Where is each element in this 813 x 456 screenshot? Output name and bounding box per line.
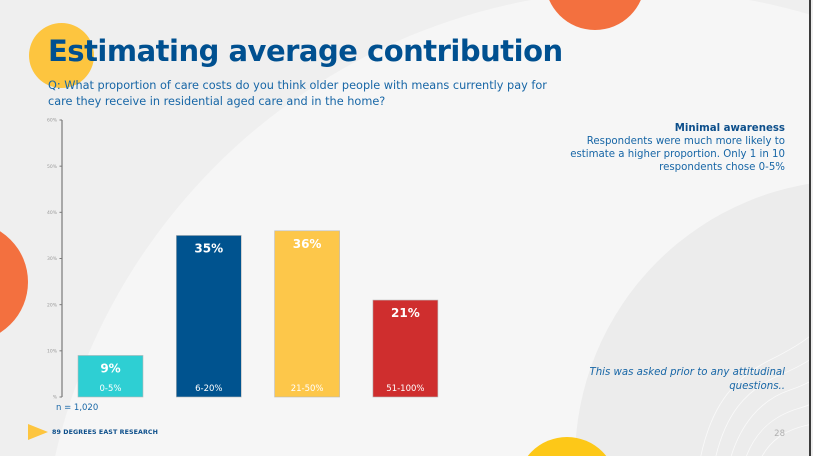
bar-value-label: 9% <box>100 361 120 375</box>
bar-value-label: 35% <box>194 241 223 255</box>
insight-title: Minimal awareness <box>674 123 785 134</box>
bar <box>176 235 242 398</box>
y-tick-label: 30% <box>47 256 58 262</box>
contour-pattern-decoration <box>700 334 811 456</box>
bar-value-label: 36% <box>293 237 322 251</box>
bar-group: 36% 21-50% <box>274 230 340 398</box>
brand-name: 89 DEGREES EAST RESEARCH <box>52 428 159 436</box>
y-axis: % 10% 20% 30% 40% 50% 60% <box>47 118 63 401</box>
bar-value-label: 21% <box>391 306 420 320</box>
y-tick-label: 20% <box>47 302 58 308</box>
decorative-yellow-circle <box>29 23 94 88</box>
brand: 89 DEGREES EAST RESEARCH <box>28 424 158 440</box>
footnote: This was asked prior to any attitudinal … <box>589 367 785 392</box>
y-tick-label: % <box>53 395 58 401</box>
bar-category-label: 21-50% <box>291 384 324 394</box>
y-tick-label: 10% <box>47 348 58 354</box>
bar <box>372 299 439 398</box>
sample-size-label: n = 1,020 <box>56 403 99 413</box>
page-number: 28 <box>774 429 785 439</box>
bars: 9% 0-5% 35% 6-20% 36% 21-50% 21% 51-100% <box>77 230 439 398</box>
insight-body: Respondents were much more likely to est… <box>570 136 785 173</box>
bar-category-label: 6-20% <box>195 384 222 394</box>
window-edge <box>809 0 811 456</box>
survey-question: Q: What proportion of care costs do you … <box>48 79 547 108</box>
bar-group: 9% 0-5% <box>77 355 144 398</box>
y-tick-label: 60% <box>47 118 58 124</box>
bar <box>77 355 144 398</box>
brand-arrow-icon <box>28 424 48 440</box>
slide-title: Estimating average contribution <box>48 34 563 68</box>
bar <box>274 230 340 398</box>
y-tick-label: 40% <box>47 210 58 216</box>
bar-category-label: 0-5% <box>100 384 122 394</box>
bar-category-label: 51-100% <box>386 384 424 394</box>
bar-group: 35% 6-20% <box>176 235 242 398</box>
insight-note: Minimal awareness Respondents were much … <box>565 122 785 174</box>
y-tick-label: 50% <box>47 164 58 170</box>
bar-group: 21% 51-100% <box>372 299 439 398</box>
